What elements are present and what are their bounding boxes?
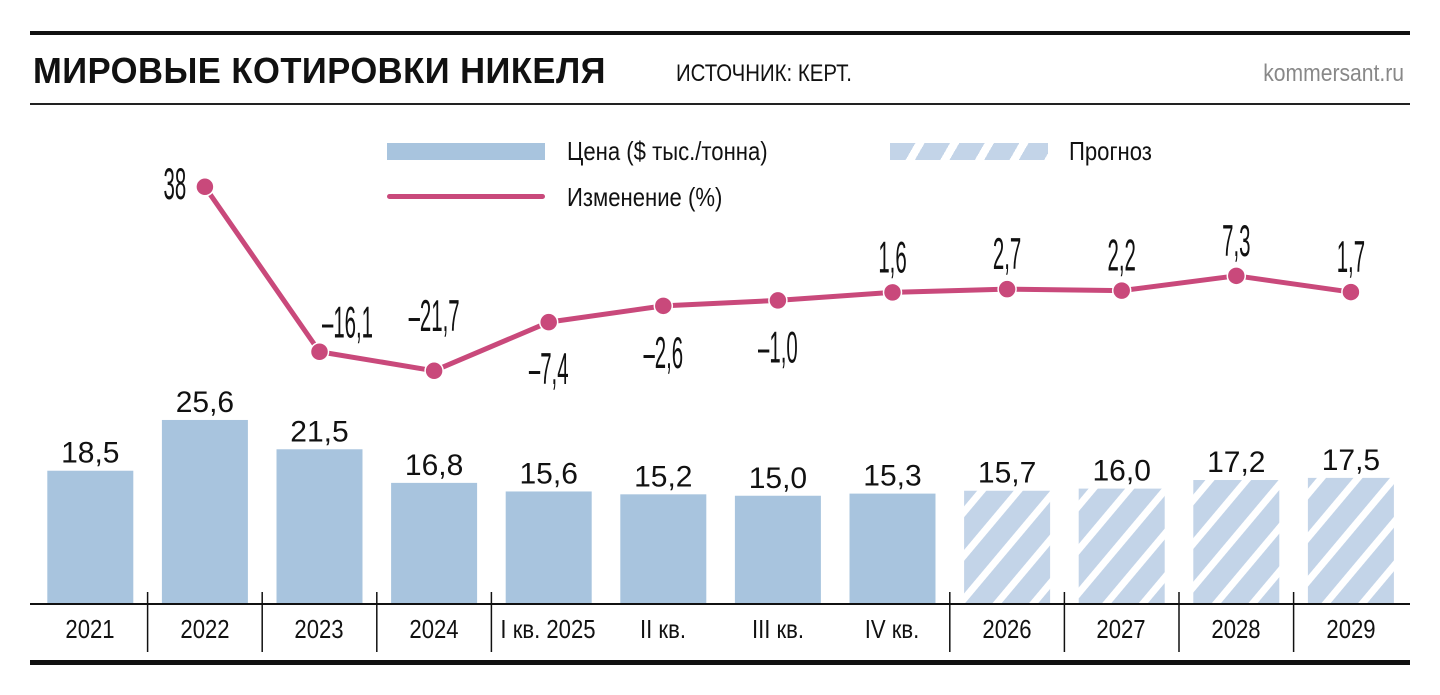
category-label: III кв. (751, 614, 804, 644)
category-label: 2021 (65, 614, 115, 644)
category-label: IV кв. (864, 614, 920, 644)
change-value-label: 1,7 (1337, 234, 1365, 283)
chart-title: МИРОВЫЕ КОТИРОВКИ НИКЕЛЯ (33, 50, 607, 91)
bar-value-label: 15,6 (520, 457, 578, 490)
bar-value-label: 18,5 (61, 437, 119, 470)
change-value-label: 2,2 (1108, 232, 1136, 281)
change-value-label: 7,3 (1222, 217, 1250, 266)
forecast-bar (1193, 480, 1280, 603)
legend-change-label: Изменение (%) (567, 182, 723, 212)
forecast-bar (1078, 488, 1165, 603)
bar-value-label: 21,5 (290, 415, 348, 448)
change-point (309, 341, 330, 362)
category-label: I кв. 2025 (500, 614, 596, 644)
bar-value-label: 17,5 (1322, 444, 1380, 477)
category-label: 2023 (294, 614, 344, 644)
change-value-label: –1,0 (758, 324, 798, 373)
bar-value-label: 15,7 (978, 457, 1036, 490)
legend-forecast-label: Прогноз (1069, 136, 1152, 166)
change-line (195, 177, 1361, 381)
category-label: 2027 (1096, 614, 1146, 644)
price-bar (161, 419, 248, 603)
change-point (1226, 266, 1247, 286)
forecast-bar (1307, 477, 1394, 603)
price-bar (620, 494, 707, 603)
price-bar (47, 470, 134, 603)
bar-value-label: 25,6 (176, 386, 234, 419)
change-point (882, 282, 903, 303)
category-label: 2024 (409, 614, 459, 644)
change-value-label: 1,6 (878, 234, 906, 283)
change-point (1111, 280, 1132, 301)
legend-change-swatch (387, 194, 545, 199)
change-labels: 38 –16,1 –21,7 –7,4 –2,6 –1,0 1,6 2,7 2,2 7,3 1,7 (164, 160, 1366, 394)
bar-value-label: 16,8 (405, 449, 463, 482)
category-label: 2022 (180, 614, 230, 644)
change-point (997, 279, 1017, 299)
legend-price-swatch (387, 143, 545, 160)
change-value-label: –2,6 (643, 329, 683, 378)
category-label: II кв. (640, 614, 686, 644)
category-label: 2029 (1326, 614, 1376, 644)
change-point (768, 290, 788, 311)
change-point (1341, 282, 1361, 302)
category-label: 2028 (1211, 614, 1261, 644)
change-point (538, 312, 559, 332)
bar-value-label: 15,3 (863, 460, 921, 493)
bar-value-label: 16,0 (1093, 455, 1151, 488)
bar-value-label: 15,2 (634, 460, 692, 493)
price-labels: 18,5 25,6 21,5 16,8 15,6 15,2 15,0 15,3 15,7 16,0… (61, 386, 1380, 495)
top-rule (30, 31, 1410, 35)
price-bar (505, 491, 592, 603)
price-bar (391, 482, 478, 603)
change-value-label: 2,7 (993, 231, 1021, 280)
site-link[interactable]: kommersant.ru (1263, 60, 1404, 87)
change-point (424, 361, 444, 381)
price-bar (734, 495, 821, 603)
change-value-label: 38 (164, 160, 187, 209)
price-bar (849, 493, 936, 603)
change-value-label: –7,4 (529, 346, 569, 395)
bar-value-label: 15,0 (749, 462, 807, 495)
source-label: ИСТОЧНИК: КЕРТ. (676, 60, 852, 87)
change-value-label: –21,7 (409, 292, 460, 341)
category-separators (146, 592, 1295, 652)
change-point (653, 296, 674, 316)
price-bars (47, 419, 1394, 603)
change-point (195, 177, 215, 197)
legend-price-label: Цена ($ тыс./тонна) (567, 136, 768, 166)
legend-forecast-swatch (890, 143, 1048, 160)
forecast-bar (964, 490, 1051, 603)
price-bar (276, 449, 363, 603)
header-divider (30, 103, 1410, 105)
bar-value-label: 17,2 (1207, 446, 1265, 479)
bottom-rule (30, 660, 1410, 665)
change-value-label: –16,1 (322, 299, 373, 348)
category-label: 2026 (982, 614, 1032, 644)
